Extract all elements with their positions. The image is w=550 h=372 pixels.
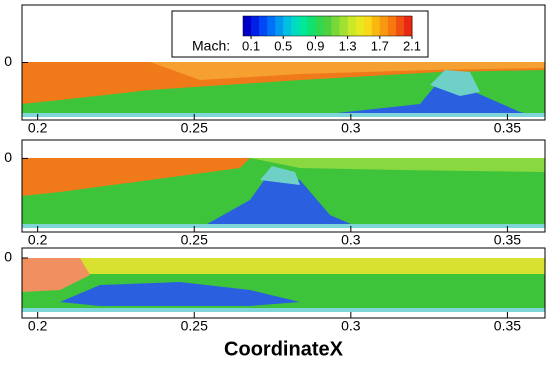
- colorbar-segment: [395, 16, 405, 36]
- x-tick-label: 0.2: [28, 120, 48, 136]
- colorbar-segment: [251, 16, 260, 36]
- x-tick-label: 0.3: [341, 120, 361, 136]
- colorbar-tick-label: 0.9: [306, 38, 324, 53]
- y-tick-label: 0: [4, 149, 12, 165]
- colorbar-segment: [331, 16, 341, 36]
- field-panel-3: [22, 258, 545, 312]
- colorbar-segment: [299, 16, 308, 36]
- x-tick-label: 0.3: [341, 318, 361, 334]
- colorbar-tick-label: 0.5: [274, 38, 292, 53]
- colorbar-segment: [275, 16, 284, 36]
- colorbar-segment: [267, 16, 276, 36]
- x-axis-label: CoordinateX: [224, 338, 344, 360]
- colorbar-segment: [339, 16, 349, 36]
- colorbar-segment: [403, 16, 413, 36]
- colorbar-segment: [323, 16, 333, 36]
- field-panel-1: [22, 62, 545, 117]
- colorbar-frame: [242, 15, 413, 37]
- colorbar-segment: [371, 16, 381, 36]
- colorbar-segment: [283, 16, 292, 36]
- x-tick-label: 0.2: [28, 232, 48, 248]
- colorbar-segment: [259, 16, 268, 36]
- x-tick-label: 0.25: [181, 318, 208, 334]
- panel-frame: [21, 247, 546, 319]
- colorbar-segment: [243, 16, 252, 36]
- x-tick-label: 0.35: [494, 120, 521, 136]
- x-tick-label: 0.35: [494, 318, 521, 334]
- colorbar-label: Mach:: [192, 38, 230, 54]
- colorbar-segment: [379, 16, 389, 36]
- x-tick-label: 0.25: [181, 232, 208, 248]
- colorbar-segment: [315, 16, 324, 36]
- y-tick-label: 0: [4, 53, 12, 69]
- y-tick-label: 0: [4, 249, 12, 265]
- x-tick-label: 0.25: [181, 120, 208, 136]
- colorbar-segment: [355, 16, 365, 36]
- colorbar-segment: [363, 16, 373, 36]
- colorbar-segment: [307, 16, 316, 36]
- colorbar-tick-label: 0.1: [242, 38, 260, 53]
- field-panel-2: [22, 158, 545, 228]
- x-tick-label: 0.2: [28, 318, 48, 334]
- colorbar-segment: [291, 16, 300, 36]
- colorbar-tick-label: 1.7: [371, 38, 389, 53]
- panel-frame: [21, 139, 546, 233]
- colorbar-tick-label: 2.1: [403, 38, 421, 53]
- x-tick-label: 0.3: [341, 232, 361, 248]
- x-tick-label: 0.35: [494, 232, 521, 248]
- colorbar-segment: [347, 16, 357, 36]
- colorbar-segment: [387, 16, 397, 36]
- colorbar-tick-label: 1.3: [339, 38, 357, 53]
